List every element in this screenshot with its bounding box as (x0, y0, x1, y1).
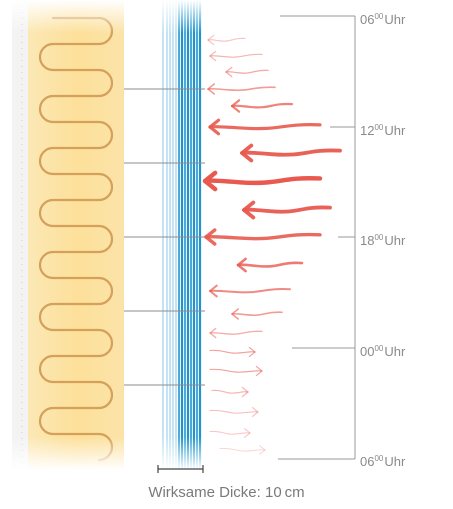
heat-flow-arrow-head (241, 386, 249, 398)
heat-flow-arrow-head (231, 308, 240, 320)
heat-flow-arrow-icon (209, 349, 256, 354)
heat-flow-arrow-head (236, 257, 247, 273)
heat-flow-arrow-head (248, 346, 256, 358)
heat-flow-arrow-icon (209, 53, 263, 58)
effective-thickness-caption: Wirksame Dicke: 10 cm (148, 484, 305, 501)
heat-flow-arrow-icon (225, 69, 269, 74)
heat-flow-arrows (202, 34, 342, 455)
time-label-0000: 0000Uhr (360, 344, 406, 359)
heat-flow-arrow-icon (231, 311, 283, 317)
heat-flow-arrow-head (225, 66, 233, 78)
heat-flow-arrow-icon (240, 148, 342, 157)
scale-bar-icon (157, 465, 204, 473)
heat-flow-arrow-icon (209, 330, 263, 335)
heat-flow-arrow-head (209, 284, 218, 298)
time-label-1200: 1200Uhr (360, 123, 406, 138)
heat-flow-arrow-head (208, 118, 221, 136)
heat-flow-arrow-icon (207, 37, 246, 42)
heat-flow-arrow-head (204, 228, 217, 246)
fade-overlay (0, 0, 220, 470)
heat-flow-arrow-icon (242, 205, 332, 214)
time-axis (278, 15, 356, 460)
heat-flow-arrow-icon (207, 86, 276, 92)
heat-flow-arrow-icon (209, 368, 263, 373)
time-label-0600-start: 0600Uhr (360, 12, 406, 27)
heat-flow-arrow-head (207, 34, 215, 46)
leader-lines (124, 88, 205, 386)
time-label-1800: 1800Uhr (360, 233, 406, 248)
heat-flow-arrow-icon (219, 447, 266, 452)
heat-flow-arrow-head (240, 143, 254, 163)
heat-flow-arrow-head (255, 365, 263, 377)
heat-flow-arrow-icon (211, 389, 249, 394)
heat-flow-arrow-head (244, 428, 251, 438)
heat-flow-arrow-head (251, 407, 259, 417)
heat-flow-arrow-icon (209, 409, 259, 414)
heat-flow-arrow-head (242, 200, 256, 220)
time-label-0600-end: 0600Uhr (360, 454, 406, 469)
heat-flow-arrow-icon (236, 261, 304, 268)
heat-flow-arrow-head (202, 170, 218, 192)
heat-flow-arrow-head (230, 99, 241, 113)
heat-flow-arrow-icon (202, 176, 323, 186)
heat-flow-arrow-head (259, 445, 266, 455)
heat-flow-arrow-head (207, 83, 216, 95)
heat-flow-arrow-icon (230, 102, 294, 109)
heat-flow-arrow-head (209, 327, 217, 339)
heat-flow-arrow-head (209, 50, 217, 62)
heat-flow-arrow-icon (204, 232, 322, 241)
heat-flow-arrow-icon (208, 123, 322, 131)
heat-flow-arrow-icon (209, 430, 251, 435)
heat-flow-arrow-icon (209, 288, 291, 294)
